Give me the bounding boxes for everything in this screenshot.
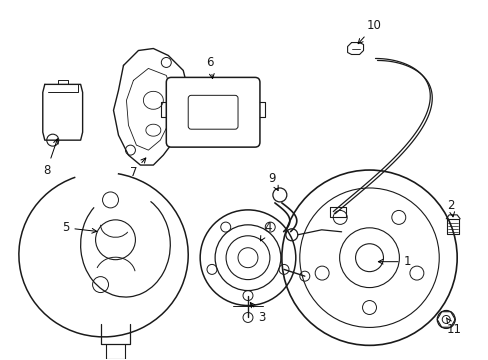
Text: 5: 5	[62, 221, 97, 234]
Text: 11: 11	[446, 318, 461, 336]
Text: 10: 10	[357, 19, 381, 44]
Text: 3: 3	[250, 303, 265, 324]
Text: 8: 8	[43, 139, 58, 176]
Text: 6: 6	[206, 56, 214, 78]
Text: 2: 2	[447, 199, 454, 217]
FancyBboxPatch shape	[188, 95, 238, 129]
Text: 7: 7	[129, 158, 145, 179]
FancyBboxPatch shape	[166, 77, 260, 147]
Text: 4: 4	[260, 221, 271, 241]
Text: 9: 9	[267, 171, 278, 190]
Text: 1: 1	[378, 255, 410, 268]
